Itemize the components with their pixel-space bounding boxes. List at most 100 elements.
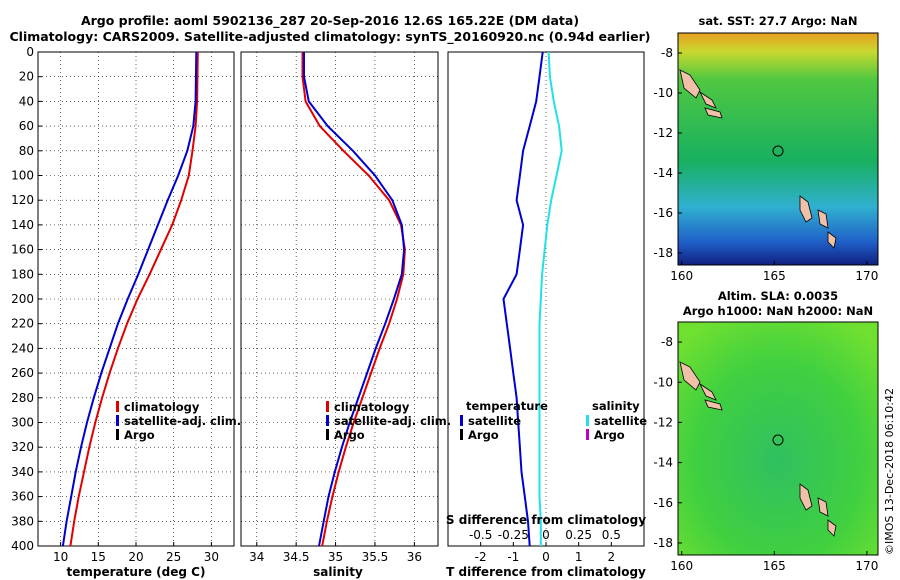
x-tick-label: 25 — [166, 550, 181, 564]
land-vanuatu-3 — [827, 231, 837, 249]
legend-label-argo-t: Argo — [468, 428, 499, 442]
salinity-xlabel: salinity — [313, 565, 363, 579]
x-tick-label: 35 — [328, 550, 343, 564]
legend-swatch-satellite-s — [586, 415, 589, 426]
y-tick-label: 220 — [11, 317, 34, 331]
land-vanuatu-1 — [799, 483, 813, 511]
y-tick-label: 320 — [11, 440, 34, 454]
land-vanuatu-3 — [827, 519, 837, 537]
legend-label-satellite-t: satellite — [468, 414, 521, 428]
y-tick-label: 100 — [11, 169, 34, 183]
land-vanuatu-1 — [799, 195, 813, 223]
map-y-tick-label: -10 — [653, 86, 673, 100]
x-tick-label: 10 — [53, 550, 68, 564]
map-y-tick-label: -12 — [653, 415, 673, 429]
series-line-climatology — [69, 51, 199, 547]
map-y-tick-label: -8 — [661, 335, 673, 349]
map-x-tick-label: 165 — [763, 269, 786, 283]
sst-field — [678, 33, 878, 265]
map-y-tick-label: -14 — [653, 456, 673, 470]
legend-swatch-argo-t — [460, 429, 463, 440]
y-tick-label: 160 — [11, 243, 34, 257]
map-y-tick-label: -16 — [653, 496, 673, 510]
series-line-climatology — [301, 52, 406, 547]
map-y-tick-label: -8 — [661, 46, 673, 60]
x-tick-label: -1 — [507, 550, 519, 564]
x-tick-label: 20 — [128, 550, 143, 564]
sst-land — [679, 69, 837, 249]
y-tick-label: 380 — [11, 514, 34, 528]
y-tick-label: 120 — [11, 193, 34, 207]
y-tick-label: 180 — [11, 267, 34, 281]
y-tick-label: 40 — [19, 94, 34, 108]
map-x-tick-label: 170 — [855, 559, 878, 573]
figure-title-line-1: Argo profile: aoml 5902136_287 20-Sep-20… — [80, 13, 580, 28]
y-tick-label: 200 — [11, 292, 34, 306]
x2-tick-label: -0.5 — [469, 528, 492, 542]
series-line-satellite-s — [538, 51, 563, 546]
x-tick-label: 30 — [204, 550, 219, 564]
legend-label-argo-s: Argo — [594, 428, 625, 442]
legend-swatch-satellite — [326, 415, 329, 426]
argo-position-marker — [772, 434, 784, 446]
map-x-tick-label: 160 — [670, 269, 693, 283]
x-tick-label: 34.5 — [283, 550, 310, 564]
map-y-tick-label: -18 — [653, 246, 673, 260]
sla-field — [678, 322, 878, 555]
map-x-tick-label: 160 — [670, 559, 693, 573]
y-tick-label: 300 — [11, 416, 34, 430]
map-y-tick-label: -12 — [653, 126, 673, 140]
credit-vertical: ©IMOS 13-Dec-2018 06:10:42 — [883, 388, 896, 555]
difference-x2label: S difference from climatology — [446, 513, 646, 527]
x-tick-label: -2 — [475, 550, 487, 564]
legend-label-satellite: satellite-adj. clim. — [124, 414, 241, 428]
legend-label-climatology: climatology — [124, 400, 200, 414]
map-y-tick-label: -16 — [653, 206, 673, 220]
x2-tick-label: 0.25 — [565, 528, 592, 542]
legend-label-argo: Argo — [124, 428, 155, 442]
map-x-tick-label: 170 — [855, 269, 878, 283]
legend-swatch-argo — [326, 429, 329, 440]
sst-map-title: sat. SST: 27.7 Argo: NaN — [698, 14, 857, 28]
legend-swatch-argo-s — [586, 429, 589, 440]
legend-swatch-satellite — [116, 415, 119, 426]
legend-label-climatology: climatology — [334, 400, 410, 414]
series-line-satellite-t — [502, 51, 544, 547]
map-y-tick-label: -10 — [653, 375, 673, 389]
x-tick-label: 2 — [608, 550, 616, 564]
y-tick-label: 400 — [11, 539, 34, 553]
map-y-tick-label: -18 — [653, 536, 673, 550]
legend-swatch-satellite-t — [460, 415, 463, 426]
map-y-tick-label: -14 — [653, 166, 673, 180]
argo-position-marker — [772, 145, 784, 157]
legend-title-salinity: salinity — [592, 399, 640, 413]
y-tick-label: 80 — [19, 144, 34, 158]
sla-map-frame — [677, 321, 879, 556]
legend-label-satellite: satellite-adj. clim. — [334, 414, 451, 428]
legend-swatch-argo — [116, 429, 119, 440]
land-solomon-3 — [704, 399, 723, 411]
land-solomon-3 — [704, 107, 723, 119]
x-tick-label: 0 — [542, 550, 550, 564]
x-tick-label: 36 — [407, 550, 422, 564]
y-tick-label: 140 — [11, 218, 34, 232]
x2-tick-label: 0.5 — [602, 528, 621, 542]
land-vanuatu-2 — [817, 209, 829, 229]
x2-tick-label: -0.25 — [498, 528, 529, 542]
x2-tick-label: 0 — [542, 528, 550, 542]
y-tick-label: 360 — [11, 490, 34, 504]
footer-credit: ©IMOS 13-Dec-2018 06:10:42 — [883, 388, 896, 555]
sst-map-frame — [677, 32, 879, 266]
y-tick-label: 0 — [26, 45, 34, 59]
map-x-tick-label: 165 — [763, 559, 786, 573]
y-tick-label: 280 — [11, 391, 34, 405]
land-solomon-2 — [698, 90, 717, 109]
legend-swatch-climatology — [116, 401, 119, 412]
legend-swatch-climatology — [326, 401, 329, 412]
temperature-xlabel: temperature (deg C) — [67, 565, 206, 579]
x-tick-label: 35.5 — [362, 550, 389, 564]
